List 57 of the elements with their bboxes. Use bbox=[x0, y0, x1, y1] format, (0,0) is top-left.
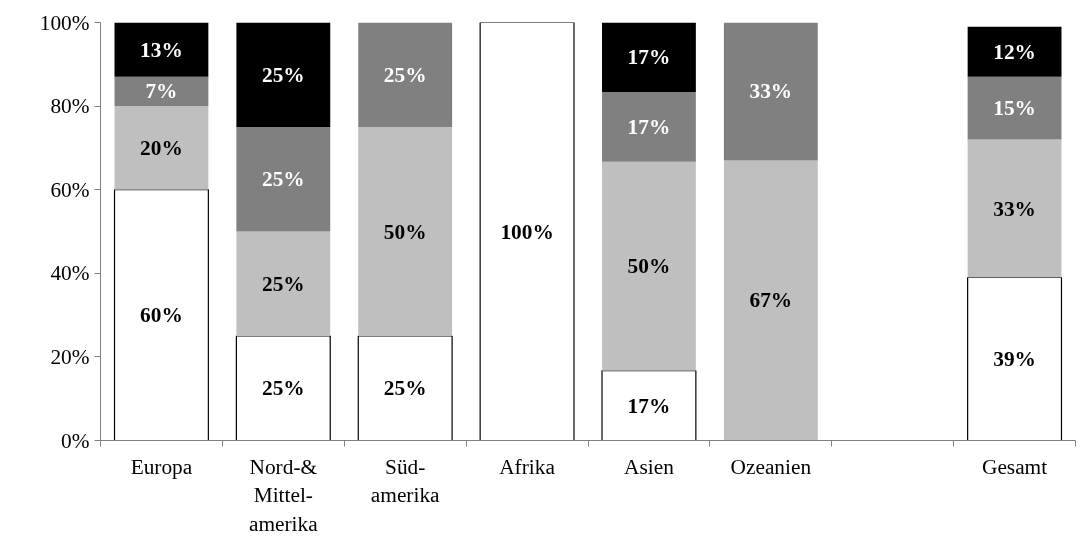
x-tick-label: Asien bbox=[624, 454, 675, 479]
bar bbox=[479, 22, 575, 441]
x-tick-label: Ozeanien bbox=[730, 454, 812, 479]
bar bbox=[114, 106, 209, 190]
x-tick-label: Afrika bbox=[499, 454, 556, 479]
data-label: 25% bbox=[261, 167, 305, 192]
x-tick-label: Europa bbox=[130, 454, 193, 479]
y-tick-label: 60% bbox=[50, 177, 90, 202]
data-label: 25% bbox=[261, 271, 305, 296]
bar bbox=[357, 335, 453, 441]
data-label: 25% bbox=[261, 376, 305, 401]
data-label: 50% bbox=[627, 254, 671, 279]
data-label: 39% bbox=[993, 346, 1036, 371]
data-label: 33% bbox=[749, 79, 793, 104]
data-label: 50% bbox=[383, 219, 427, 244]
bar bbox=[723, 160, 818, 441]
data-label: 17% bbox=[627, 114, 671, 139]
bar bbox=[235, 335, 331, 441]
bar bbox=[236, 127, 331, 232]
bar bbox=[601, 370, 697, 441]
data-label: 25% bbox=[383, 62, 427, 87]
y-tick-label: 80% bbox=[50, 94, 90, 119]
data-label: 20% bbox=[140, 135, 183, 160]
y-tick-label: 100% bbox=[39, 10, 90, 35]
data-label: 12% bbox=[993, 39, 1036, 64]
bar bbox=[114, 22, 209, 77]
bar bbox=[967, 276, 1063, 441]
data-label: 25% bbox=[261, 62, 305, 87]
x-tick-label: Gesamt bbox=[981, 454, 1048, 479]
bar bbox=[358, 127, 453, 336]
data-label: 25% bbox=[383, 376, 427, 401]
bar bbox=[967, 26, 1062, 77]
x-tick-label: Süd- amerika bbox=[370, 454, 441, 508]
data-label: 33% bbox=[993, 196, 1036, 221]
bar bbox=[967, 139, 1062, 278]
bar bbox=[723, 22, 818, 161]
bar bbox=[236, 22, 331, 127]
data-label: 60% bbox=[140, 303, 183, 328]
data-label: 100% bbox=[500, 219, 554, 244]
bar bbox=[967, 76, 1062, 140]
x-tick-label: Nord-& Mittel- amerika bbox=[248, 454, 319, 537]
data-label: 17% bbox=[627, 45, 671, 70]
data-label: 13% bbox=[140, 37, 183, 62]
bar bbox=[113, 189, 209, 441]
bar bbox=[602, 161, 696, 371]
bar bbox=[602, 22, 696, 92]
data-label: 15% bbox=[993, 96, 1036, 121]
bar bbox=[602, 91, 696, 162]
bar bbox=[236, 231, 331, 336]
data-label: 67% bbox=[749, 288, 793, 313]
data-label: 17% bbox=[627, 393, 671, 418]
y-tick-label: 20% bbox=[50, 344, 90, 369]
bar bbox=[358, 22, 453, 127]
data-label: 7% bbox=[145, 79, 178, 104]
y-tick-label: 40% bbox=[50, 261, 90, 286]
bar bbox=[114, 76, 209, 107]
y-tick-label: 0% bbox=[61, 428, 90, 453]
